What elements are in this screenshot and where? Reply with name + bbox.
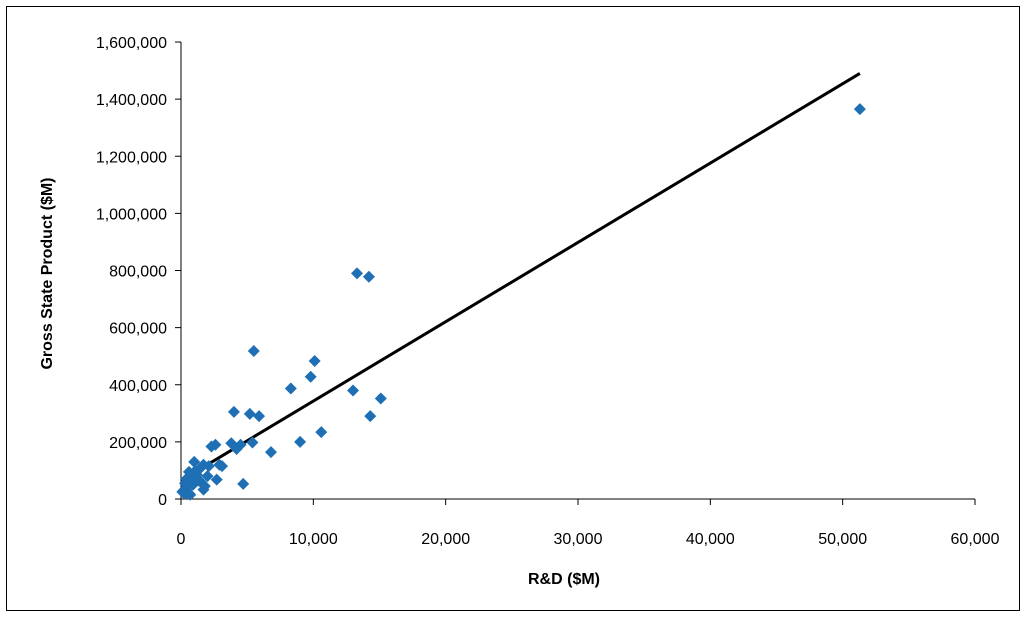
y-tick-label: 200,000 [109,435,167,452]
data-point [205,440,218,453]
y-tick-label: 800,000 [109,264,167,281]
x-axis-title: R&D ($M) [528,571,600,588]
x-tick-label: 0 [177,531,186,548]
y-tick-label: 600,000 [109,321,167,338]
data-point [294,435,307,448]
data-point [210,473,223,486]
data-point [308,355,321,368]
data-point [243,407,256,420]
data-point [315,426,328,439]
data-point [347,384,360,397]
data-point [216,460,229,473]
y-tick-label: 1,400,000 [96,92,167,109]
data-point [197,483,210,496]
data-point [362,270,375,283]
axes [175,41,976,505]
data-point [246,436,259,449]
data-point [237,477,250,490]
x-tick-label: 30,000 [554,531,603,548]
data-point [202,460,215,473]
data-point [253,410,266,423]
y-axis-title: Gross State Product ($M) [39,177,56,369]
y-tick-label: 400,000 [109,378,167,395]
data-point [284,382,297,395]
data-point [201,470,214,483]
data-point [227,405,240,418]
x-tick-label: 50,000 [818,531,867,548]
y-tick-label: 1,200,000 [96,149,167,166]
data-point [188,455,201,468]
data-point [304,370,317,383]
data-points [176,103,866,501]
x-tick-label: 60,000 [951,531,1000,548]
tick-labels: 0 200,000 400,000 600,000 800,000 1,000,000 1,… [96,35,1000,548]
y-tick-label: 0 [158,492,167,509]
data-point [351,267,364,280]
x-tick-label: 10,000 [289,531,338,548]
data-point [230,443,243,456]
y-tick-label: 1,000,000 [96,206,167,223]
data-point [853,103,866,116]
trendline-group [180,72,861,482]
data-point [374,392,387,405]
x-tick-label: 40,000 [686,531,735,548]
trendline [180,72,861,482]
data-point [192,474,205,487]
data-point [264,446,277,459]
data-point [189,464,202,477]
data-point [184,488,197,501]
y-tick-label: 1,600,000 [96,35,167,52]
x-tick-label: 20,000 [421,531,470,548]
chart-frame [6,6,1020,611]
data-point [247,345,260,358]
data-point [364,410,377,423]
